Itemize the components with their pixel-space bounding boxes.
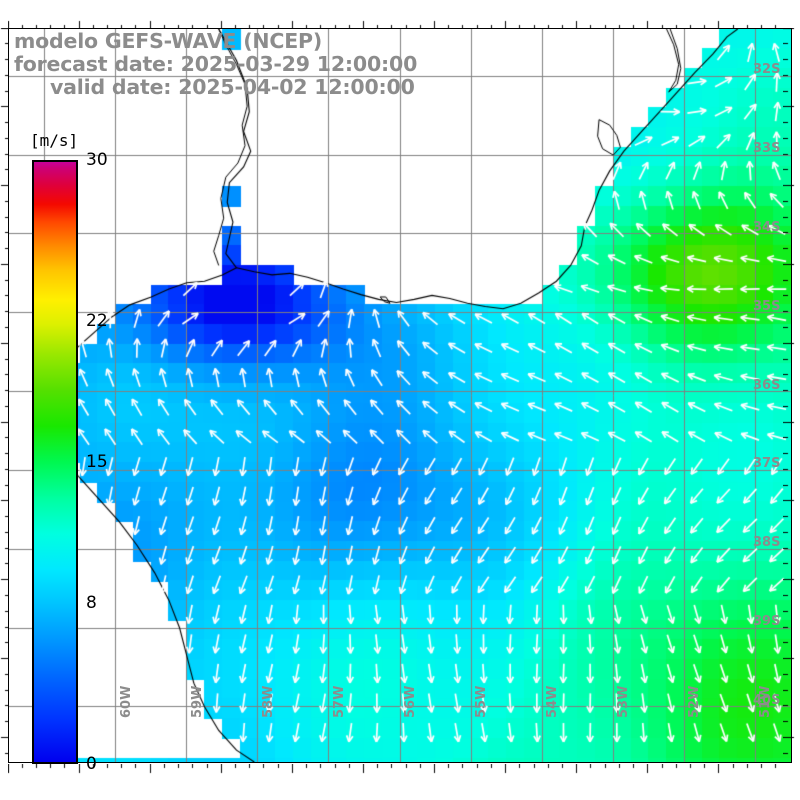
colorbar-unit-label: [m/s]	[30, 131, 79, 150]
bottom-axis-ticks	[8, 764, 792, 774]
colorbar-tick-label: 30	[86, 150, 108, 170]
left-axis-ticks	[0, 28, 9, 763]
colorbar-tick-label: 15	[86, 452, 108, 472]
colorbar: [m/s] 30 22 15 8 0	[24, 131, 128, 774]
colorbar-tick-label: 22	[86, 311, 108, 332]
right-axis-ticks	[783, 28, 800, 763]
colorbar-gradient-fill	[34, 162, 76, 762]
map-plot-area[interactable]	[8, 28, 792, 763]
top-axis-ticks	[8, 20, 792, 29]
colorbar-gradient	[32, 160, 78, 764]
colorbar-tick-label: 0	[86, 754, 97, 774]
colorbar-tick-label: 8	[86, 592, 97, 613]
wind-field-heatmap-canvas[interactable]	[9, 29, 791, 762]
